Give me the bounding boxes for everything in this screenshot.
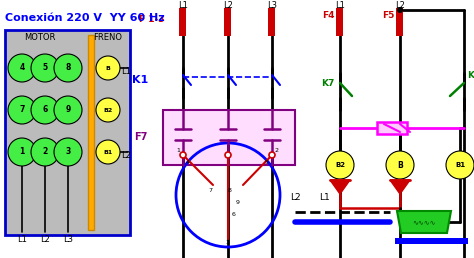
Text: L1: L1 (17, 236, 27, 245)
Text: L2: L2 (290, 194, 301, 203)
Text: 4: 4 (19, 63, 25, 72)
Text: B: B (106, 66, 110, 70)
Text: K7: K7 (322, 78, 335, 87)
Text: L3: L3 (267, 2, 277, 11)
Text: L3: L3 (63, 236, 73, 245)
Circle shape (8, 138, 36, 166)
Text: 8: 8 (65, 63, 71, 72)
Bar (396, 8, 403, 36)
Bar (377, 122, 407, 134)
Circle shape (225, 152, 231, 158)
Polygon shape (397, 211, 451, 233)
Text: B: B (397, 160, 403, 170)
Bar (163, 110, 295, 165)
Circle shape (31, 96, 59, 124)
Polygon shape (330, 180, 350, 194)
Circle shape (31, 138, 59, 166)
Circle shape (386, 151, 414, 179)
Text: L2: L2 (395, 2, 405, 11)
Text: 7: 7 (19, 106, 25, 115)
Circle shape (326, 151, 354, 179)
Bar (337, 8, 344, 36)
Circle shape (54, 96, 82, 124)
Text: B2: B2 (335, 162, 345, 168)
Text: F4: F4 (322, 12, 335, 20)
Text: B1: B1 (455, 162, 465, 168)
Text: F5: F5 (383, 12, 395, 20)
Bar (88, 35, 94, 230)
Text: L2: L2 (40, 236, 50, 245)
Circle shape (54, 138, 82, 166)
Text: FRENO: FRENO (93, 34, 122, 43)
Text: 6: 6 (232, 213, 236, 217)
Text: Conexión 220 V  YY 60 Hz: Conexión 220 V YY 60 Hz (5, 13, 164, 23)
Text: 2: 2 (42, 148, 47, 157)
Text: L1: L1 (121, 68, 131, 77)
Text: B2: B2 (103, 108, 113, 112)
Text: L2: L2 (121, 151, 131, 160)
Text: L1: L1 (178, 2, 188, 11)
Text: L1: L1 (319, 194, 330, 203)
Text: 3: 3 (65, 148, 71, 157)
Text: ∿∿∿∿: ∿∿∿∿ (412, 219, 436, 225)
Text: F7: F7 (135, 132, 148, 142)
Bar (180, 8, 186, 36)
Text: L1: L1 (335, 2, 345, 11)
Text: 5: 5 (265, 160, 269, 165)
Text: MOTOR: MOTOR (24, 34, 55, 43)
Text: L2: L2 (223, 2, 233, 11)
Text: 7: 7 (208, 188, 212, 192)
Bar (395, 238, 468, 244)
Text: 9: 9 (236, 200, 240, 206)
Text: 1: 1 (176, 148, 180, 152)
Circle shape (54, 54, 82, 82)
Text: 8: 8 (228, 188, 232, 192)
Text: 3: 3 (226, 239, 230, 245)
Bar (225, 8, 231, 36)
Polygon shape (390, 180, 410, 194)
Text: F 1-3: F 1-3 (139, 15, 165, 25)
Circle shape (96, 98, 120, 122)
Circle shape (180, 152, 186, 158)
Circle shape (8, 54, 36, 82)
Text: K7: K7 (467, 71, 474, 80)
Circle shape (446, 151, 474, 179)
Text: 1: 1 (19, 148, 25, 157)
Text: K1: K1 (132, 75, 148, 85)
Text: B1: B1 (103, 149, 113, 155)
Text: 4: 4 (186, 160, 190, 165)
Circle shape (96, 140, 120, 164)
Text: 2: 2 (275, 148, 279, 152)
Text: 9: 9 (65, 106, 71, 115)
Bar (268, 8, 275, 36)
Text: 6: 6 (42, 106, 47, 115)
Circle shape (31, 54, 59, 82)
Circle shape (397, 7, 403, 13)
Circle shape (269, 152, 275, 158)
Bar (5, 30, 130, 235)
Text: 5: 5 (43, 63, 47, 72)
Circle shape (96, 56, 120, 80)
Circle shape (8, 96, 36, 124)
